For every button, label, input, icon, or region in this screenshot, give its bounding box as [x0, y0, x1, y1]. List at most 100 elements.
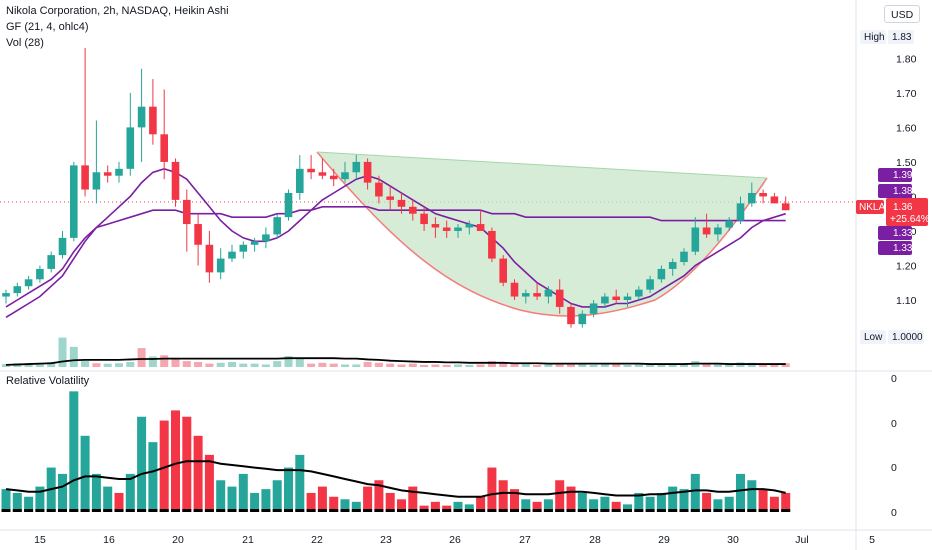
rv-bar	[80, 435, 90, 512]
relative-volatility-label[interactable]: Relative Volatility	[6, 375, 90, 387]
volume-bar	[420, 364, 429, 367]
volume-bar	[408, 363, 417, 367]
volume-bar	[92, 363, 101, 367]
volume-bar	[589, 364, 598, 367]
chart-title[interactable]: Nikola Corporation, 2h, NASDAQ, Heikin A…	[6, 5, 229, 17]
rv-base	[24, 509, 34, 512]
rv-bar	[216, 480, 226, 512]
rv-base	[769, 509, 779, 512]
cup-curve	[316, 151, 768, 317]
rv-base	[35, 509, 45, 512]
rv-bar	[747, 480, 757, 512]
rv-base	[204, 509, 214, 512]
candle-body	[160, 134, 168, 162]
rv-bar	[521, 499, 531, 512]
volume-bar	[680, 363, 688, 367]
candle-body	[81, 165, 89, 190]
volume-bar	[284, 356, 293, 367]
candle-body	[668, 262, 677, 269]
ma-lower-tag-1-box	[878, 226, 912, 240]
rv-base	[216, 509, 226, 512]
price-tick-label: 1.80	[896, 53, 917, 65]
volume-bar	[103, 363, 112, 367]
rv-bar	[555, 480, 565, 512]
rv-base	[227, 509, 237, 512]
time-tick-label: 29	[658, 534, 670, 546]
candle-body	[691, 227, 700, 252]
rv-base	[702, 509, 712, 512]
volume-bar	[533, 364, 542, 367]
volume-bar	[261, 364, 270, 367]
candle-body	[544, 289, 553, 297]
ma-upper-tag-2: 1.38	[893, 186, 913, 197]
indicator-gf-label[interactable]: GF (21, 4, ohlc4)	[6, 21, 89, 33]
rv-bar	[272, 480, 282, 512]
high-value: 1.83	[892, 32, 912, 43]
volume-bar	[69, 346, 78, 367]
rv-bar	[634, 492, 644, 512]
rv-bar	[250, 492, 260, 512]
volume-bar	[600, 364, 609, 367]
rv-bar	[430, 501, 440, 512]
rv-base	[340, 509, 350, 512]
candle-body	[657, 268, 666, 280]
rv-base	[555, 509, 565, 512]
rv-base	[125, 509, 135, 512]
volume-bar	[702, 363, 711, 367]
time-tick-label: Jul	[795, 534, 808, 546]
indicator-vol-label[interactable]: Vol (28)	[6, 37, 44, 49]
volume-bar	[171, 357, 180, 367]
rv-base	[634, 509, 644, 512]
rv-bar	[464, 504, 474, 512]
rv-bar	[24, 496, 34, 512]
price-tick-label: 1.70	[896, 88, 917, 100]
volume-bar	[442, 364, 451, 367]
rv-bar	[611, 501, 621, 512]
candle-body	[555, 289, 564, 307]
candle-body	[363, 161, 372, 183]
rv-bar	[114, 492, 124, 512]
candle-body	[216, 258, 225, 273]
candle-body	[522, 293, 530, 297]
candle-body	[510, 282, 519, 297]
symbol-tag: NKLA	[859, 202, 885, 213]
rv-base	[351, 509, 361, 512]
time-tick-label: 21	[242, 534, 254, 546]
rv-bar	[566, 486, 576, 512]
volume-bar	[24, 364, 33, 367]
volume-bar	[431, 364, 440, 367]
rv-base	[385, 509, 395, 512]
candle-body	[386, 196, 394, 200]
volume-bar	[634, 364, 643, 367]
time-tick-label: 22	[311, 534, 323, 546]
price-tick-label: 1.10	[896, 295, 917, 307]
rv-bar	[397, 499, 406, 512]
rv-bar	[645, 496, 655, 512]
candle-body	[250, 241, 259, 245]
price-tick-label: 1.50	[896, 157, 917, 169]
rv-base	[91, 509, 101, 512]
candle-body	[635, 289, 643, 297]
rv-bar	[58, 473, 67, 512]
rv-base	[12, 509, 22, 512]
rv-bar	[306, 492, 316, 512]
rv-base	[295, 509, 305, 512]
volume-bar	[759, 363, 768, 367]
volume-bar	[668, 363, 677, 367]
currency-button[interactable]: USD	[884, 5, 920, 23]
volume-bar	[81, 361, 90, 367]
candle-body	[646, 279, 654, 290]
rv-base	[250, 509, 260, 512]
rv-base	[114, 509, 124, 512]
rv-tick-label: 0	[891, 507, 897, 519]
rv-bar	[204, 454, 214, 512]
rv-bar	[589, 499, 599, 512]
time-tick-label: 15	[34, 534, 46, 546]
rv-base	[261, 509, 271, 512]
volume-bar	[612, 364, 621, 367]
rv-base	[419, 509, 429, 512]
rv-tick-label: 0	[891, 373, 897, 385]
slow-ma-line	[5, 206, 786, 308]
rv-base	[656, 509, 666, 512]
